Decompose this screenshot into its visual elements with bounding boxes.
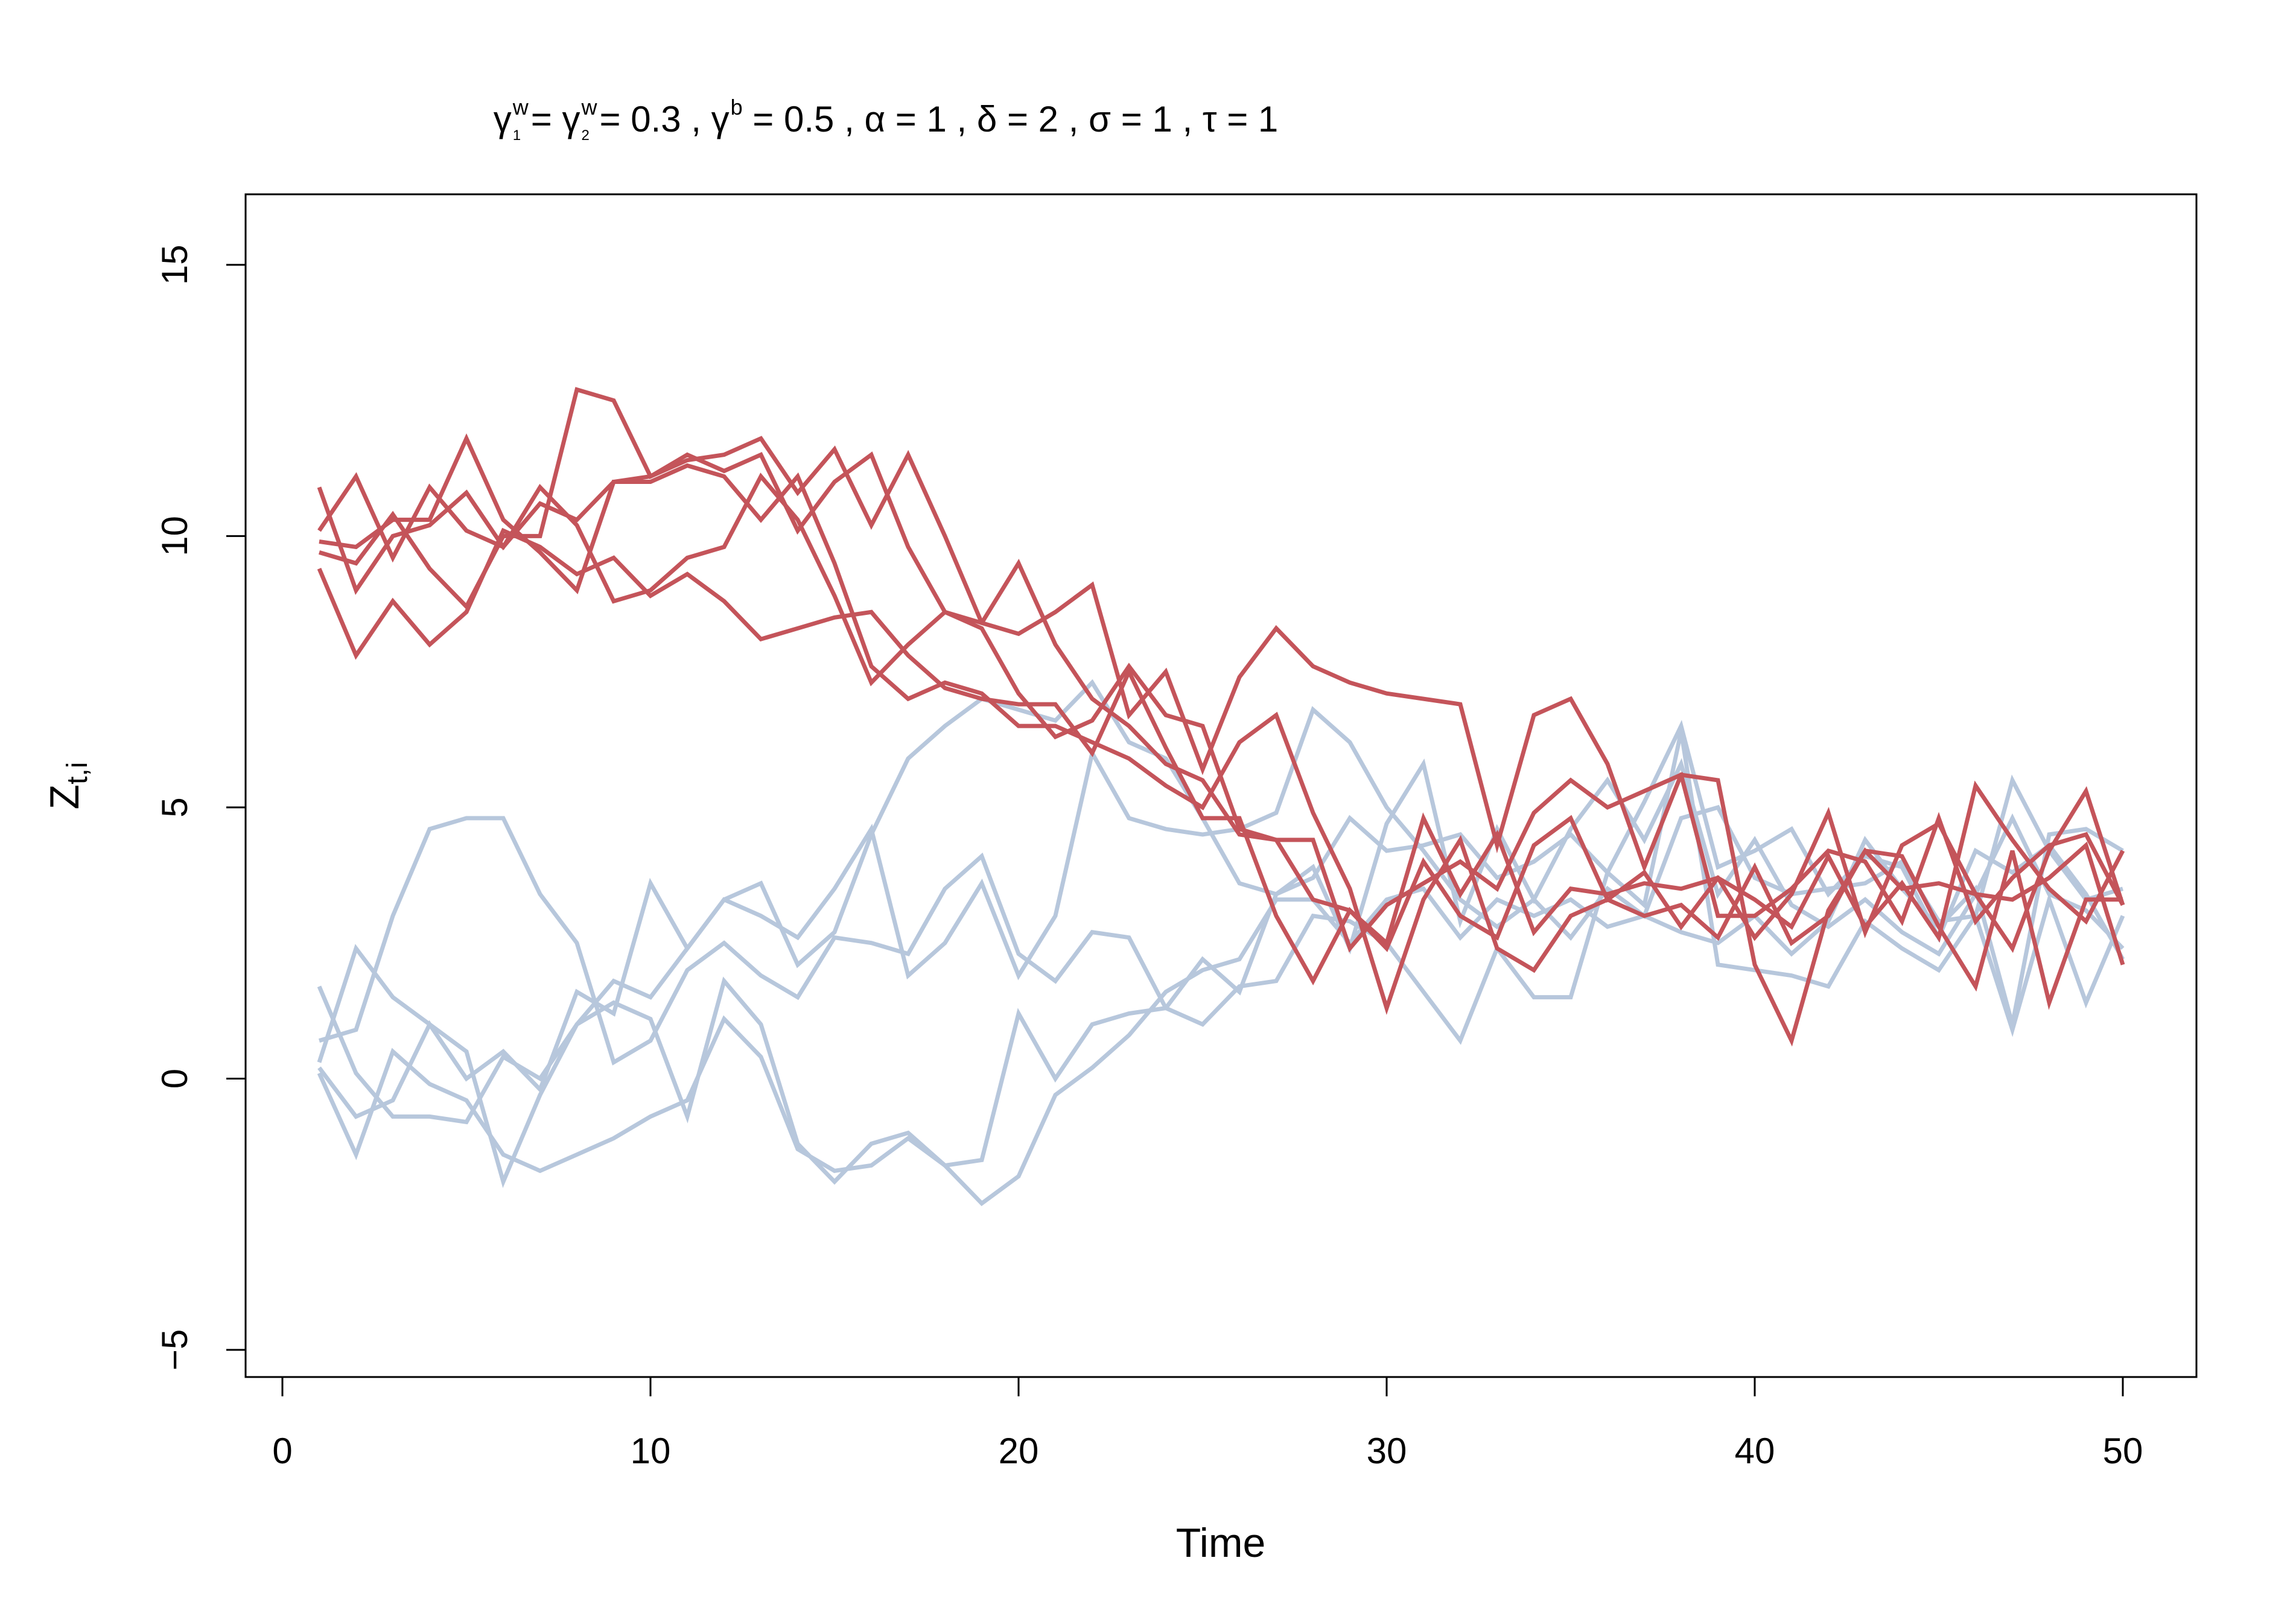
y-tick-label: 10 xyxy=(154,516,195,556)
series-line-red-9 xyxy=(319,433,2125,1015)
x-tick-label: 10 xyxy=(631,1431,671,1471)
x-tick-label: 0 xyxy=(272,1431,292,1471)
y-tick-label: 15 xyxy=(154,245,195,285)
y-tick-label: 0 xyxy=(154,1069,195,1089)
series-line-blue-2 xyxy=(319,731,2125,1066)
x-axis: 0 10 20 30 40 50 xyxy=(272,1376,2143,1471)
x-tick-label: 30 xyxy=(1367,1431,1407,1471)
y-tick-label: 5 xyxy=(154,797,195,817)
x-tick-label: 50 xyxy=(2103,1431,2143,1471)
series-line-blue-1 xyxy=(317,758,2125,1188)
series-line-red-7 xyxy=(317,472,2125,953)
x-tick-label: 40 xyxy=(1735,1431,1775,1471)
series-line-blue-3 xyxy=(317,706,2123,1125)
y-tick-label: −5 xyxy=(154,1329,195,1370)
series-layer xyxy=(317,387,2125,1206)
chart-title: γw 1 = γw 2 = 0.3 , γb = 0.5 , α = 1 , δ =… xyxy=(494,95,1279,144)
y-axis: −5 0 5 10 15 xyxy=(154,245,247,1370)
y-axis-label: Zt,i xyxy=(42,762,94,810)
series-line-red-8 xyxy=(317,527,2125,986)
x-tick-label: 20 xyxy=(999,1431,1039,1471)
series-line-blue-5 xyxy=(317,679,2125,1119)
series-line-red-10 xyxy=(319,387,2123,1047)
x-axis-label: Time xyxy=(1176,1520,1266,1566)
